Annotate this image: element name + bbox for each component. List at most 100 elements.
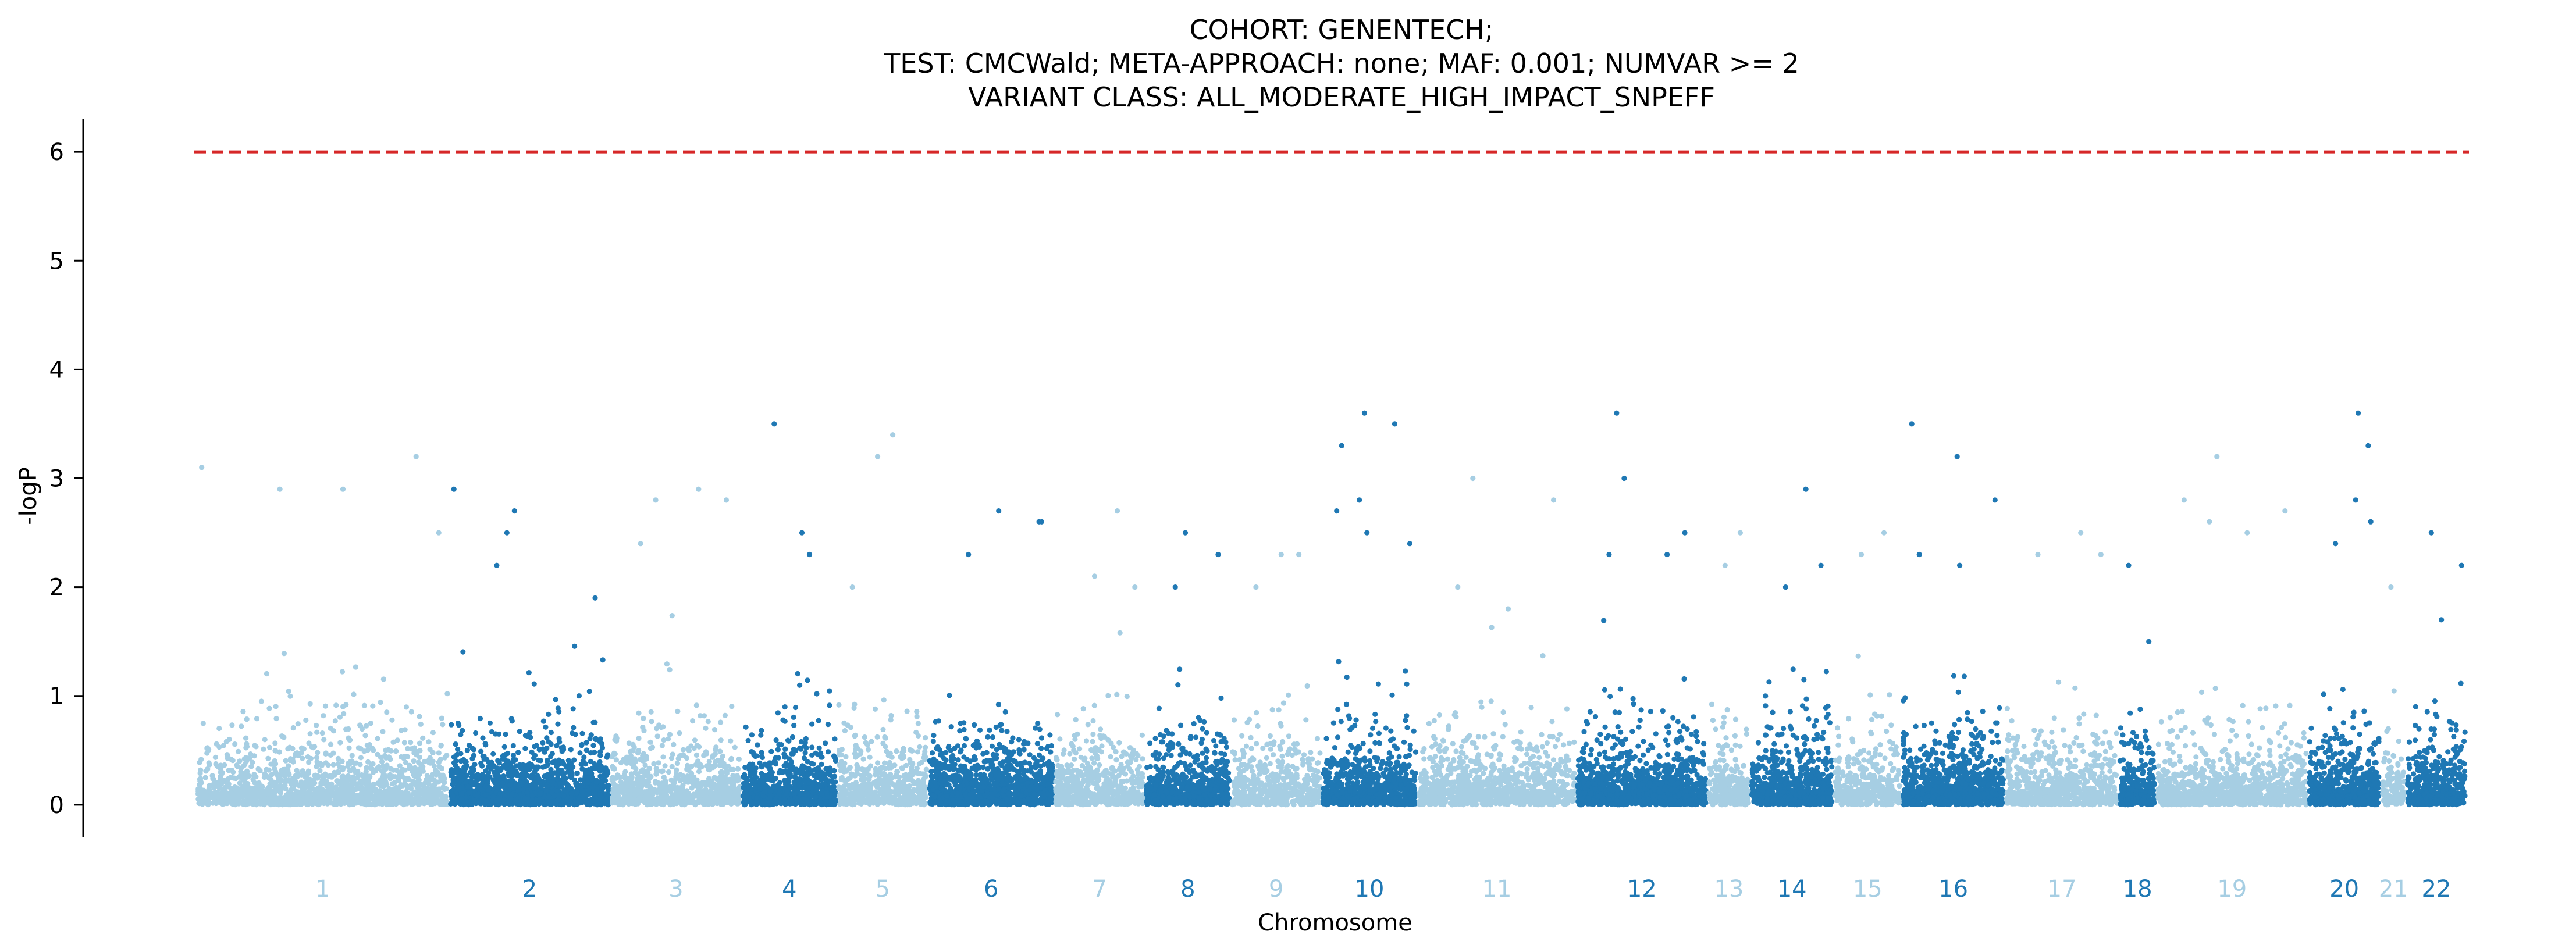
point-chr3 (649, 719, 654, 725)
point-chr2 (453, 741, 458, 747)
point-chr2 (508, 773, 514, 779)
point-chr3 (677, 778, 683, 784)
point-chr3 (647, 739, 653, 745)
point-chr4 (776, 791, 782, 797)
point-chr1 (240, 709, 246, 715)
point-chr4 (809, 744, 815, 750)
point-chr2 (482, 801, 488, 807)
point-chr1 (421, 791, 428, 798)
point-chr1 (273, 715, 279, 722)
point-chr5 (836, 702, 842, 708)
point-chr1 (290, 776, 296, 782)
point-chr2 (451, 754, 457, 760)
point-chr1 (264, 766, 269, 772)
point-chr2 (522, 777, 528, 783)
point-chr3 (703, 751, 710, 757)
point-chr4 (777, 780, 782, 786)
point-chr1 (438, 793, 444, 799)
point-chr3 (626, 740, 632, 746)
point-chr2 (497, 768, 503, 773)
point-chr4 (816, 718, 821, 723)
point-chr1 (257, 790, 263, 796)
point-chr1 (431, 791, 437, 797)
point-chr1 (405, 754, 411, 759)
point-chr2 (591, 791, 597, 797)
point-chr1 (411, 781, 417, 787)
point-chr4 (805, 677, 810, 683)
point-chr1 (226, 736, 232, 743)
point-chr4 (768, 748, 774, 754)
point-chr1 (399, 728, 404, 733)
point-chr4 (750, 761, 756, 767)
point-chr3 (730, 784, 736, 790)
point-chr2 (510, 743, 516, 748)
point-chr1 (319, 730, 325, 736)
point-chr1 (216, 798, 222, 804)
peak-point-chr3 (653, 497, 659, 503)
point-chr3 (703, 793, 709, 799)
point-chr1 (358, 780, 364, 786)
point-chr2 (458, 732, 464, 737)
point-chr3 (718, 737, 724, 743)
point-chr1 (336, 797, 342, 803)
point-chr1 (287, 693, 293, 699)
point-chr3 (654, 800, 660, 805)
point-chr4 (826, 749, 831, 755)
point-chr4 (755, 742, 760, 748)
point-chr1 (328, 752, 334, 758)
point-chr3 (631, 761, 636, 767)
point-chr1 (415, 800, 421, 806)
point-chr3 (698, 713, 703, 719)
title-line-2: TEST: CMCWald; META-APPROACH: none; MAF:… (883, 48, 1799, 79)
point-chr1 (341, 793, 348, 798)
point-chr1 (301, 771, 307, 777)
point-chr1 (439, 715, 444, 721)
point-chr4 (742, 798, 748, 804)
point-chr1 (343, 780, 348, 786)
point-chr3 (650, 786, 656, 792)
point-chr5 (860, 756, 866, 762)
point-chr2 (575, 800, 581, 806)
point-chr1 (268, 761, 274, 767)
point-chr1 (420, 735, 426, 741)
point-chr3 (688, 773, 693, 779)
point-chr1 (197, 776, 203, 782)
point-chr2 (465, 799, 471, 805)
point-chr1 (278, 768, 284, 773)
point-chr1 (396, 786, 401, 792)
point-chr2 (561, 793, 567, 799)
point-chr1 (432, 781, 438, 787)
point-chr3 (686, 748, 692, 754)
point-chr3 (623, 779, 629, 785)
point-chr1 (325, 788, 331, 794)
point-chr4 (786, 779, 792, 784)
point-chr2 (550, 779, 556, 784)
point-chr3 (710, 753, 716, 759)
point-chr3 (721, 789, 727, 794)
point-chr5 (846, 766, 852, 772)
point-chr5 (915, 721, 921, 726)
point-chr2 (577, 750, 583, 756)
point-chr3 (715, 757, 721, 764)
point-chr2 (583, 775, 589, 781)
point-chr1 (346, 726, 351, 732)
point-chr1 (438, 798, 444, 804)
point-chr1 (265, 800, 271, 806)
peak-point-chr1 (277, 486, 283, 492)
point-chr2 (572, 643, 578, 649)
point-chr3 (721, 761, 727, 766)
point-chr2 (514, 772, 520, 778)
point-chr4 (749, 732, 755, 738)
point-chr3 (730, 766, 736, 772)
point-chr2 (540, 740, 546, 746)
point-chr1 (349, 758, 355, 764)
point-chr2 (554, 788, 560, 794)
peak-point-chr2 (592, 595, 598, 601)
point-chr4 (802, 743, 807, 749)
point-chr4 (760, 800, 766, 805)
point-chr4 (797, 682, 803, 688)
point-chr1 (355, 745, 362, 751)
point-chr1 (432, 801, 438, 807)
point-chr2 (487, 761, 493, 767)
point-chr1 (239, 723, 244, 729)
